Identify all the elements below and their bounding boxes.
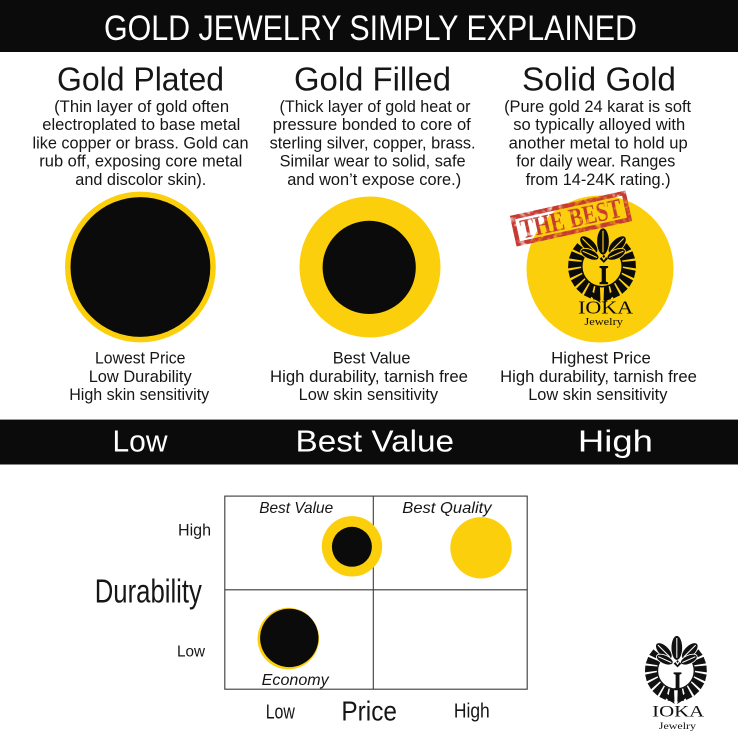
svg-text:High: High	[178, 520, 211, 539]
svg-text:Best Value: Best Value	[333, 348, 411, 367]
svg-text:Best Quality: Best Quality	[402, 500, 492, 517]
svg-text:Durability: Durability	[95, 573, 202, 610]
svg-text:Best Value: Best Value	[259, 500, 333, 517]
svg-text:Low Durability: Low Durability	[89, 367, 192, 386]
svg-text:Low: Low	[266, 701, 296, 723]
svg-text:Low skin sensitivity: Low skin sensitivity	[299, 385, 439, 404]
svg-text:(Pure gold 24 karat is soft: (Pure gold 24 karat is soft	[504, 98, 691, 116]
svg-text:and won’t expose core.): and won’t expose core.)	[287, 171, 461, 189]
svg-text:High durability, tarnish free: High durability, tarnish free	[500, 367, 697, 386]
svg-text:and discolor skin).: and discolor skin).	[75, 171, 206, 189]
svg-text:from 14-24K rating.): from 14-24K rating.)	[526, 171, 671, 189]
svg-text:High: High	[578, 424, 653, 459]
svg-text:Low: Low	[177, 644, 206, 661]
svg-text:Economy: Economy	[262, 672, 330, 689]
svg-text:another metal to hold up: another metal to hold up	[509, 134, 688, 152]
svg-text:for daily wear. Ranges: for daily wear. Ranges	[516, 153, 675, 171]
svg-text:Gold Plated: Gold Plated	[57, 61, 224, 98]
svg-text:Solid Gold: Solid Gold	[522, 61, 676, 98]
svg-text:electroplated to base metal: electroplated to base metal	[42, 116, 240, 134]
svg-text:Low: Low	[113, 424, 169, 459]
svg-text:sterling silver, copper, brass: sterling silver, copper, brass.	[270, 134, 476, 152]
svg-text:IOKA: IOKA	[578, 297, 633, 317]
svg-text:Low skin sensitivity: Low skin sensitivity	[528, 385, 668, 404]
svg-text:rub off, exposing core metal: rub off, exposing core metal	[39, 153, 242, 171]
svg-text:Lowest Price: Lowest Price	[95, 348, 185, 367]
svg-text:IOKA: IOKA	[652, 704, 705, 721]
svg-text:Similar wear to solid, safe: Similar wear to solid, safe	[280, 153, 466, 171]
svg-text:GOLD JEWELRY SIMPLY EXPLAINED: GOLD JEWELRY SIMPLY EXPLAINED	[104, 9, 637, 48]
svg-text:Jewelry: Jewelry	[659, 721, 696, 732]
svg-text:(Thin layer of gold often: (Thin layer of gold often	[54, 98, 229, 116]
svg-text:Gold Filled: Gold Filled	[294, 61, 451, 98]
svg-text:(Thick layer of gold heat or: (Thick layer of gold heat or	[280, 98, 471, 116]
svg-text:like copper or brass. Gold can: like copper or brass. Gold can	[33, 134, 249, 152]
svg-text:pressure bonded to core of: pressure bonded to core of	[273, 116, 471, 134]
svg-text:High durability, tarnish free: High durability, tarnish free	[270, 367, 468, 386]
svg-text:High: High	[454, 701, 490, 723]
svg-text:Price: Price	[341, 695, 397, 726]
svg-text:Highest Price: Highest Price	[551, 348, 651, 367]
svg-text:Jewelry: Jewelry	[584, 317, 623, 328]
svg-text:High skin sensitivity: High skin sensitivity	[69, 385, 209, 404]
svg-text:Best Value: Best Value	[296, 424, 455, 459]
svg-text:so typically alloyed with: so typically alloyed with	[513, 116, 685, 134]
